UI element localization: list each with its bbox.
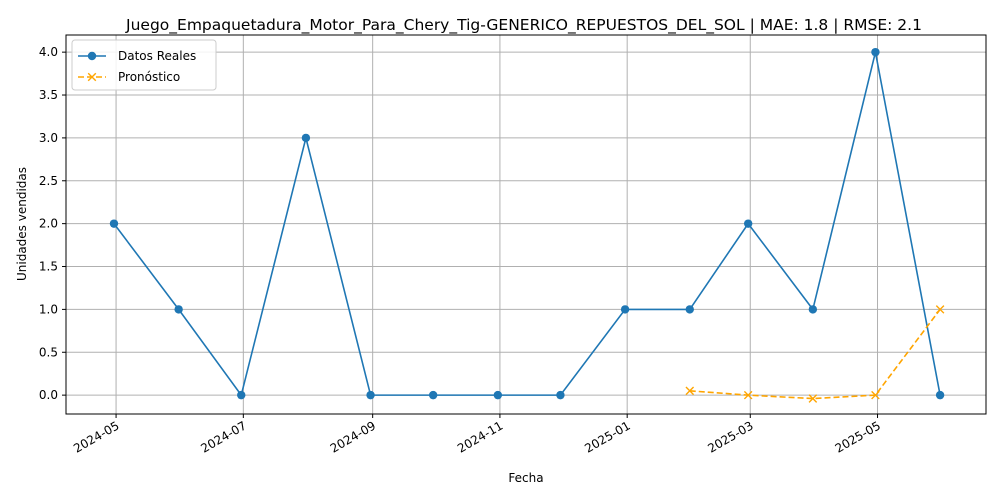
plot-frame: [65, 34, 987, 415]
data-point: [685, 305, 694, 314]
data-point: [808, 394, 818, 403]
y-tick-label: 1.5: [39, 260, 58, 274]
data-point: [366, 390, 375, 400]
data-point: [743, 219, 753, 228]
gridlines: [66, 35, 986, 414]
x-tick-label: 2024-09: [328, 418, 378, 455]
data-point: [301, 133, 311, 143]
data-point: [428, 390, 438, 400]
series-line: [689, 308, 941, 400]
x-axis-label: Fecha: [508, 471, 543, 485]
x-axis: 2024-05 2024-07 2024-09 2024-11 2025-01 2025-…: [71, 414, 883, 456]
y-tick-label: 0.5: [39, 345, 58, 359]
x-tick-label: 2025-01: [582, 418, 632, 455]
y-tick-label: 1.0: [39, 302, 58, 316]
y-tick-label: 2.5: [39, 174, 58, 188]
legend-label: Pronóstico: [118, 70, 180, 84]
x-tick-label: 2024-05: [71, 418, 121, 455]
y-tick-label: 3.5: [39, 88, 58, 102]
y-tick-label: 3.0: [39, 131, 58, 145]
y-tick-label: 4.0: [39, 45, 58, 59]
series-line: [113, 51, 941, 397]
data-point: [174, 305, 183, 314]
data-point: [935, 305, 945, 314]
series-layer: [109, 47, 945, 403]
data-point: [685, 386, 695, 396]
legend-marker: [87, 72, 97, 82]
data-point: [237, 390, 246, 400]
legend: Datos Reales Pronóstico: [71, 39, 217, 91]
legend-label: Datos Reales: [118, 49, 196, 63]
data-point: [871, 390, 880, 400]
data-point: [556, 390, 565, 400]
series-1: [685, 305, 945, 403]
data-point: [743, 390, 753, 400]
x-tick-label: 2024-11: [455, 418, 505, 455]
y-axis-label: Unidades vendidas: [15, 167, 29, 281]
y-axis: 0.0 0.5 1.0 1.5 2.0 2.5 3.0 3.5 4.0: [39, 45, 66, 402]
data-point: [109, 219, 119, 228]
x-tick-label: 2025-03: [705, 418, 755, 455]
y-tick-label: 2.0: [39, 217, 58, 231]
chart-title: Juego_Empaquetadura_Motor_Para_Chery_Tig…: [125, 16, 922, 35]
data-point: [808, 305, 818, 314]
y-tick-label: 0.0: [39, 388, 58, 402]
data-point: [935, 390, 945, 400]
data-point: [620, 305, 630, 314]
legend-marker: [87, 51, 97, 61]
x-tick-label: 2024-07: [198, 418, 248, 455]
legend-box: [71, 39, 217, 91]
data-point: [871, 47, 880, 57]
series-0: [109, 47, 945, 400]
data-point: [493, 390, 503, 400]
x-tick-label: 2025-05: [833, 418, 883, 455]
